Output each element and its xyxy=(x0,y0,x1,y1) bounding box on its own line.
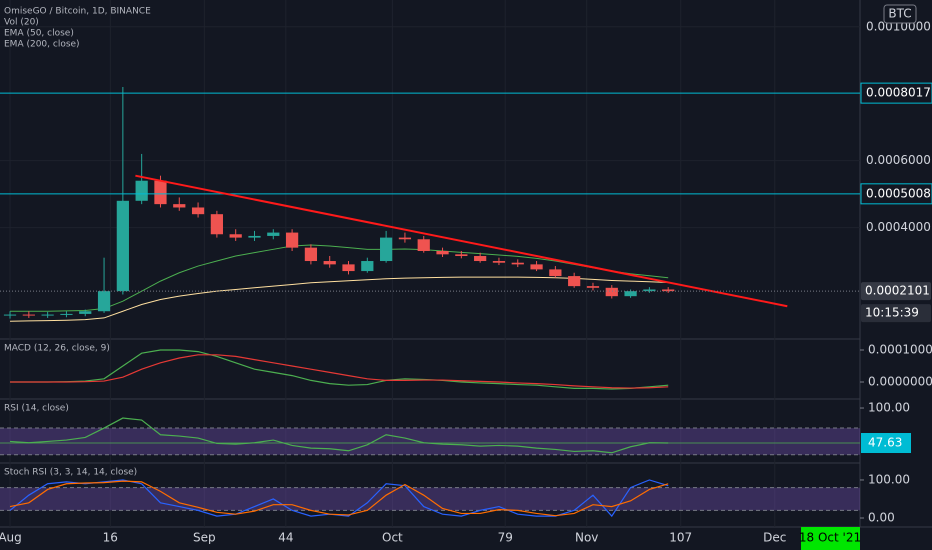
candle-body xyxy=(342,264,355,272)
countdown-box xyxy=(861,304,931,323)
candle-body xyxy=(624,291,637,297)
candle-body xyxy=(605,287,618,297)
candle-body xyxy=(22,314,35,316)
candle-body xyxy=(586,286,600,288)
y-tick-label: 0.0000000 xyxy=(868,375,932,389)
candle-body xyxy=(3,314,17,316)
candle-body xyxy=(455,254,468,257)
last-price-label: 0.0002101 xyxy=(865,284,930,298)
x-tick-label: 44 xyxy=(278,531,293,545)
candle-body xyxy=(492,261,506,263)
chart-title: OmiseGO / Bitcoin, 1D, BINANCE xyxy=(4,7,151,17)
date-box xyxy=(801,527,860,550)
x-tick-label: Aug xyxy=(0,531,22,545)
candle-body xyxy=(643,289,656,292)
level-box xyxy=(860,82,932,104)
candle-body xyxy=(417,239,430,251)
study-label: Vol (20) xyxy=(4,18,39,28)
indicator-line xyxy=(9,480,669,517)
level-label: 0.0008017 xyxy=(866,86,931,100)
candle-body xyxy=(79,311,92,314)
candle-body xyxy=(60,313,73,315)
candle-body xyxy=(173,204,186,208)
y-tick-label: 100.00 xyxy=(868,472,910,486)
x-tick-label: Oct xyxy=(382,531,403,545)
candle-body xyxy=(530,264,543,270)
y-tick-label: 0.00 xyxy=(868,510,895,524)
indicator-line xyxy=(10,354,669,389)
y-tick-label: 0.0006000 xyxy=(866,153,931,167)
last-price-label-box xyxy=(861,282,931,301)
pane-title: Stoch RSI (3, 3, 14, 14, close) xyxy=(4,468,137,478)
crosshair-date: 18 Oct '21 xyxy=(799,531,861,545)
candle-body xyxy=(285,232,299,248)
x-tick-label: Nov xyxy=(575,531,598,545)
indicator-line xyxy=(10,349,669,390)
currency: BTC xyxy=(888,7,911,21)
candle-body xyxy=(229,234,242,238)
candle-body xyxy=(568,276,581,287)
y-tick-label: 0.0001000 xyxy=(868,343,932,357)
x-tick-label: 107 xyxy=(669,531,692,545)
study-label: EMA (50, close) xyxy=(4,29,74,39)
candle-body xyxy=(511,262,524,265)
candle-body xyxy=(191,207,205,215)
x-tick-label: 79 xyxy=(498,531,513,545)
y-tick-label: 100.00 xyxy=(868,401,910,415)
band xyxy=(0,428,860,455)
candle-body xyxy=(97,291,111,312)
candle-body xyxy=(380,237,393,262)
x-tick-label: Sep xyxy=(193,531,216,545)
pane-title: RSI (14, close) xyxy=(4,404,69,414)
level-label: 0.0005008 xyxy=(866,186,931,200)
x-tick-label: Dec xyxy=(763,531,786,545)
candle-body xyxy=(436,250,449,255)
candle-body xyxy=(210,214,223,235)
candle-body xyxy=(361,261,374,272)
y-tick-label: 0.0004000 xyxy=(866,220,931,234)
last-value-box xyxy=(861,433,911,454)
ema-line xyxy=(10,244,669,312)
ema-line xyxy=(10,276,669,322)
candle-body xyxy=(41,314,54,316)
trend-line xyxy=(135,174,788,308)
candle-body xyxy=(267,232,280,236)
candle-body xyxy=(116,200,129,292)
last-value-label: 47.63 xyxy=(868,436,902,450)
candle-body xyxy=(549,269,562,277)
candle-body xyxy=(323,261,336,265)
candle-body xyxy=(474,256,487,262)
candle-body xyxy=(398,237,412,240)
candle-body xyxy=(662,289,675,292)
candle-body xyxy=(135,180,148,201)
candle-body xyxy=(154,180,167,205)
x-tick-label: 16 xyxy=(103,531,118,545)
pane-title: MACD (12, 26, close, 9) xyxy=(4,344,110,354)
level-box xyxy=(860,183,932,205)
countdown: 10:15:39 xyxy=(865,306,919,320)
candle-body xyxy=(304,247,318,262)
study-label: EMA (200, close) xyxy=(4,40,80,50)
candle-body xyxy=(248,235,261,238)
indicator-line xyxy=(9,417,669,454)
currency-box xyxy=(883,4,917,24)
